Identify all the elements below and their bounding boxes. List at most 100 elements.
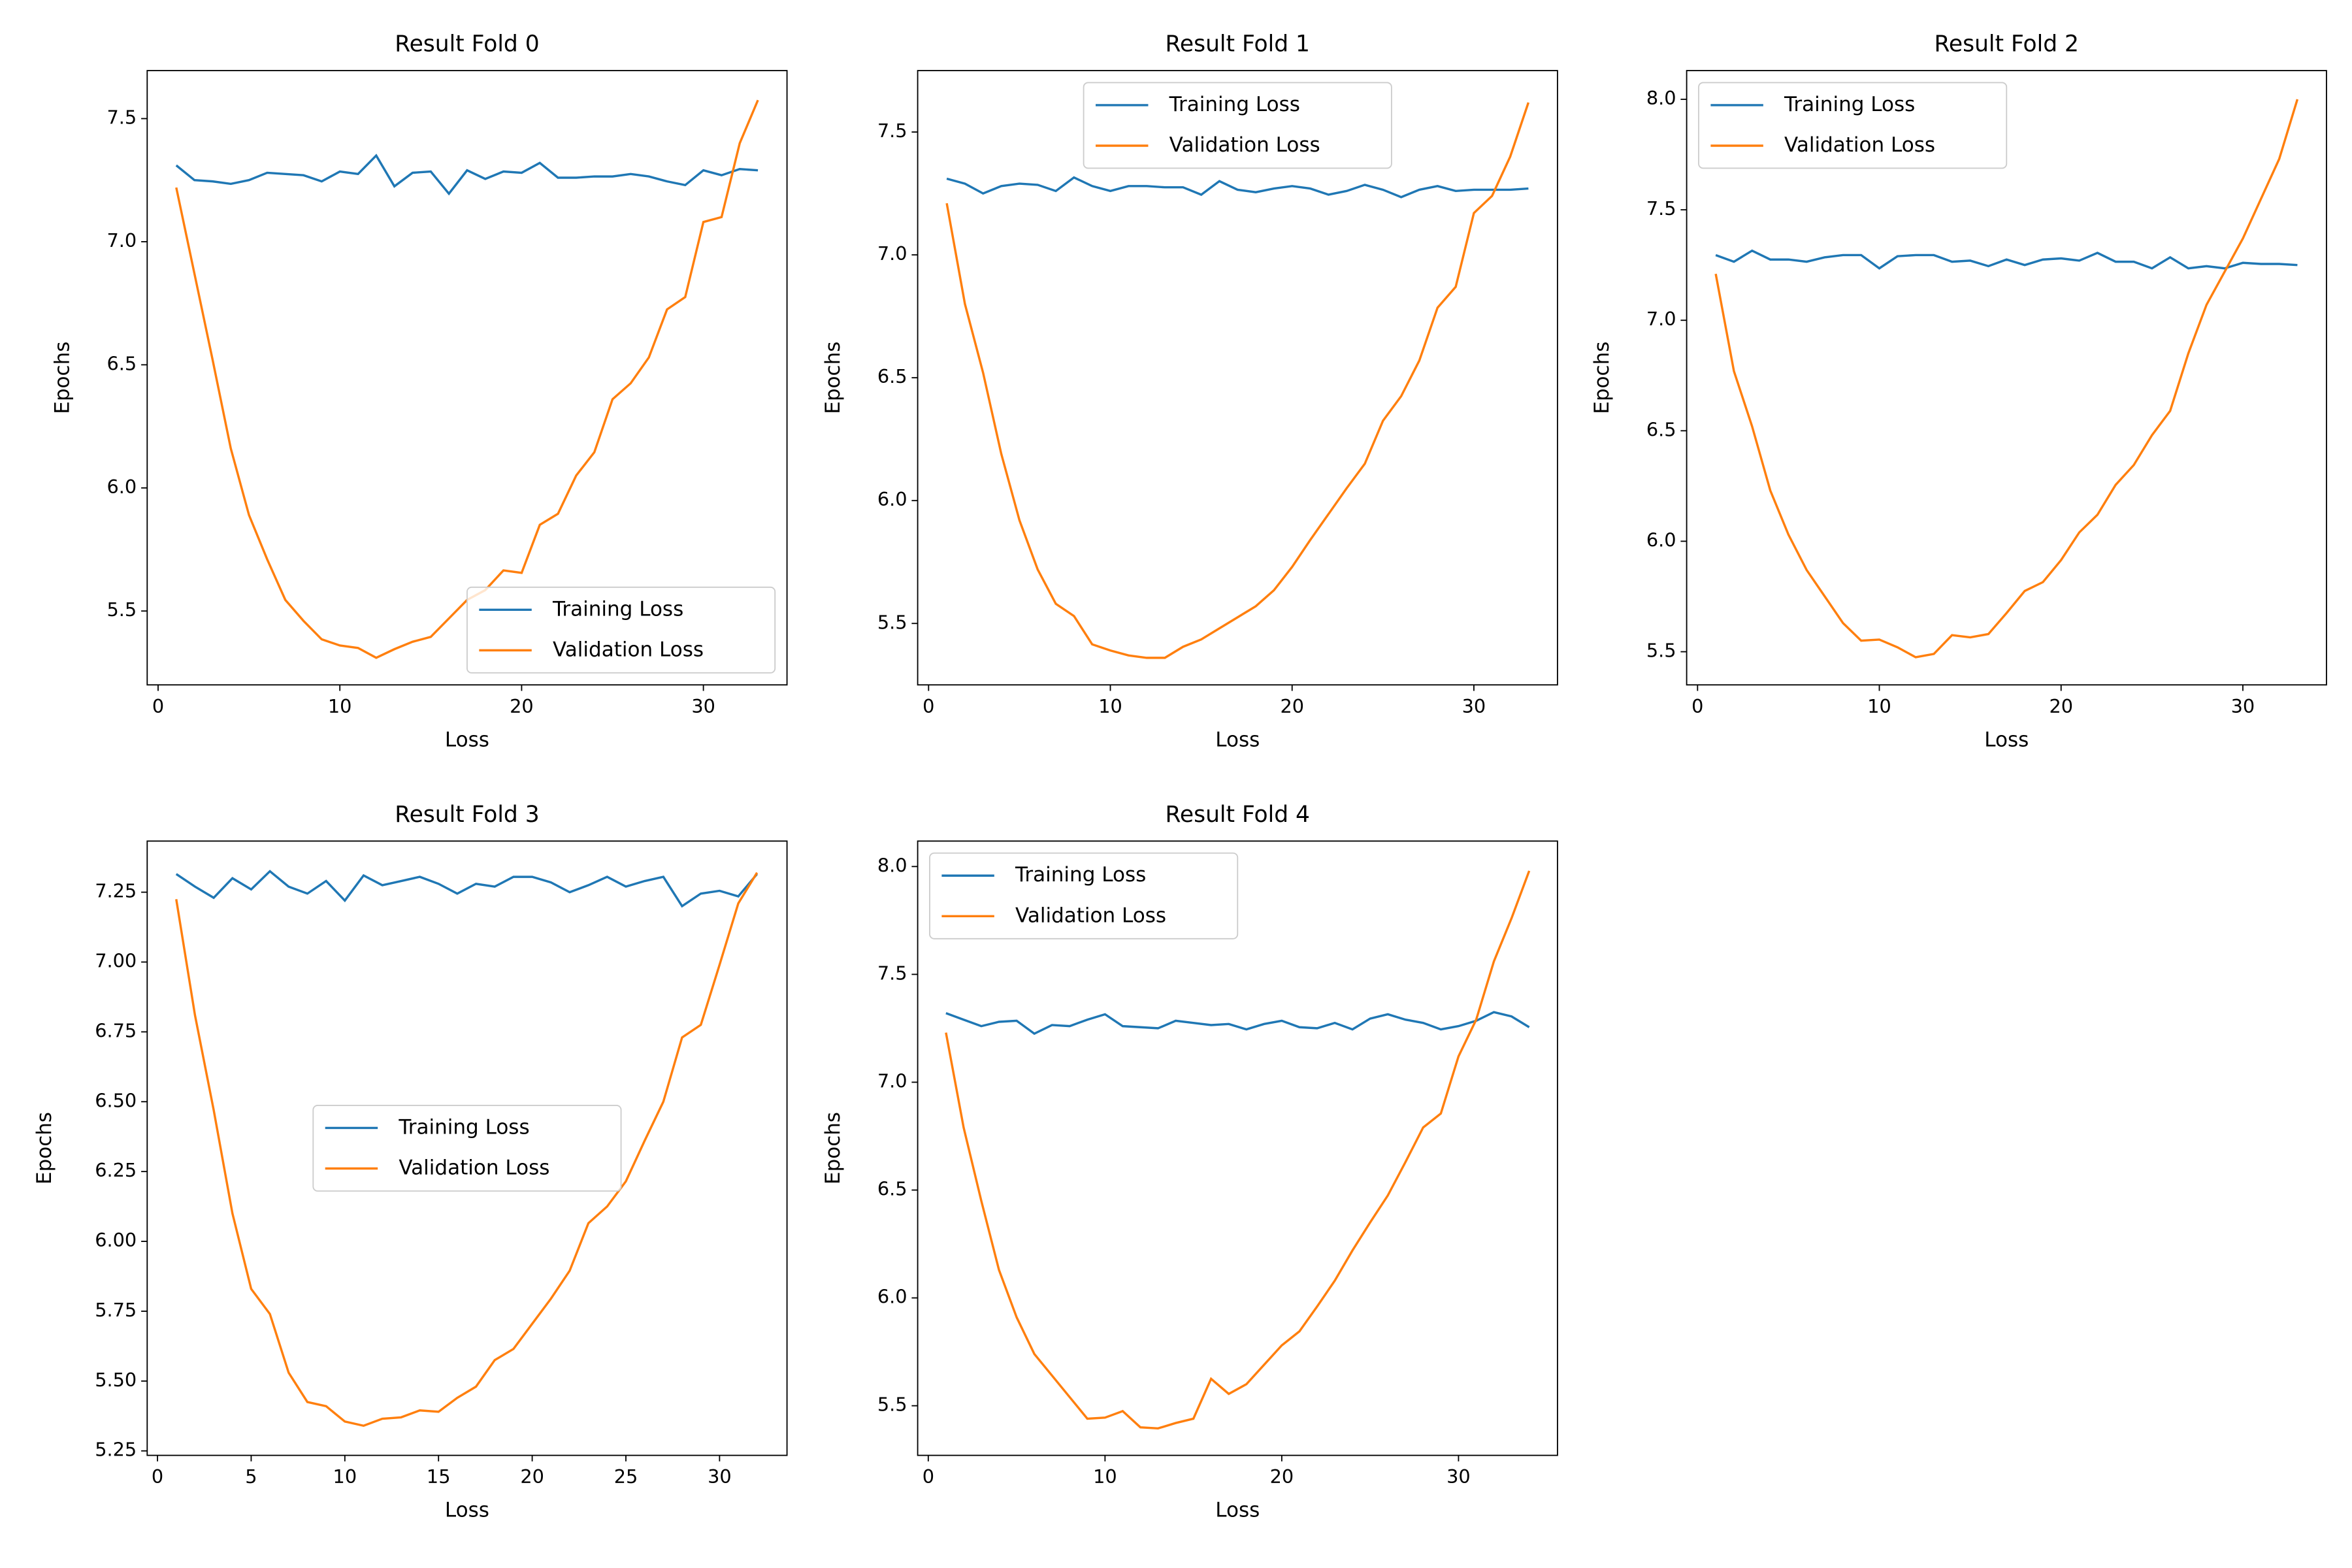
x-tick-label: 20 [1280, 695, 1304, 717]
legend-label: Validation Loss [1015, 904, 1166, 927]
x-tick-label: 0 [152, 695, 164, 717]
plot-frame [1686, 70, 2327, 686]
y-tick-label: 6.5 [107, 352, 137, 374]
y-tick-label: 5.50 [95, 1369, 137, 1391]
subplot: Result Fold 0 0 10 20 30 5.5 6.0 6.5 7.0 7.5 Loss E… [51, 31, 788, 751]
plot-frame [917, 70, 1558, 686]
y-tick-label: 5.5 [877, 611, 907, 633]
legend-box [929, 852, 1239, 939]
series-line [945, 870, 1531, 1430]
y-tick-label: 7.5 [877, 962, 907, 984]
legend: Training Loss Validation Loss [929, 852, 1239, 939]
y-tick-label: 5.75 [95, 1299, 137, 1321]
legend-label: Training Loss [1784, 93, 1915, 116]
y-tick-label: 6.0 [877, 488, 907, 510]
y-tick-label: 6.5 [877, 1178, 907, 1200]
y-tick-label: 6.5 [1646, 418, 1676, 440]
x-tick-label: 10 [328, 695, 352, 717]
legend-label: Training Loss [1169, 93, 1300, 116]
x-axis-label: Loss [445, 1499, 489, 1522]
x-tick-label: 10 [1867, 695, 1891, 717]
x-tick-label: 30 [2231, 695, 2255, 717]
plot-frame [917, 840, 1558, 1456]
y-tick-label: 5.5 [107, 598, 137, 621]
y-tick-label: 7.0 [877, 1070, 907, 1092]
legend-box [1083, 82, 1392, 169]
y-tick-label: 6.0 [107, 476, 137, 498]
series-line [1715, 249, 2298, 270]
series-line [175, 154, 759, 196]
subplot-title: Result Fold 0 [395, 31, 540, 57]
x-tick-label: 30 [1446, 1465, 1471, 1488]
x-tick-label: 0 [923, 695, 934, 717]
y-tick-label: 6.00 [95, 1229, 137, 1251]
subplot-title: Result Fold 1 [1166, 31, 1311, 57]
y-tick-label: 8.0 [1646, 87, 1676, 109]
subplot-title: Result Fold 2 [1935, 31, 2080, 57]
legend-label: Training Loss [552, 597, 683, 621]
x-tick-label: 10 [333, 1465, 357, 1488]
legend-label: Validation Loss [399, 1156, 549, 1180]
x-tick-label: 30 [1462, 695, 1486, 717]
legend-box [1698, 82, 2008, 169]
y-tick-label: 7.0 [877, 242, 907, 265]
x-tick-label: 10 [1093, 1465, 1117, 1488]
x-tick-label: 0 [152, 1465, 163, 1488]
x-tick-label: 15 [427, 1465, 451, 1488]
series-line [946, 176, 1529, 199]
y-tick-label: 5.5 [877, 1394, 907, 1416]
y-tick-label: 7.00 [95, 949, 137, 972]
series-line [175, 872, 759, 1428]
y-tick-label: 7.5 [107, 106, 137, 129]
y-tick-label: 6.50 [95, 1089, 137, 1111]
x-tick-label: 0 [1691, 695, 1703, 717]
legend-box [312, 1105, 622, 1192]
y-tick-label: 7.25 [95, 880, 137, 902]
y-tick-label: 6.0 [877, 1286, 907, 1308]
subplot-title: Result Fold 3 [395, 802, 540, 828]
subplot: Result Fold 2 0 10 20 30 5.5 6.0 6.5 7.0 7.5 8.0 Lo… [1590, 31, 2327, 751]
y-tick-label: 7.5 [1646, 197, 1676, 220]
y-tick-label: 6.25 [95, 1159, 137, 1181]
legend: Training Loss Validation Loss [466, 586, 776, 674]
legend: Training Loss Validation Loss [1698, 82, 2008, 169]
legend: Training Loss Validation Loss [312, 1105, 622, 1192]
y-tick-label: 8.0 [877, 854, 907, 876]
legend-box [466, 586, 776, 674]
legend-label: Training Loss [1015, 863, 1146, 887]
x-tick-label: 10 [1098, 695, 1122, 717]
y-tick-label: 6.75 [95, 1019, 137, 1041]
x-axis-label: Loss [1984, 728, 2029, 751]
y-axis-label: Epochs [51, 342, 74, 414]
x-axis-label: Loss [1215, 728, 1260, 751]
y-tick-label: 6.5 [877, 365, 907, 387]
y-tick-label: 5.25 [95, 1439, 137, 1461]
x-tick-label: 20 [1270, 1465, 1294, 1488]
x-axis-label: Loss [1215, 1499, 1260, 1522]
y-tick-label: 7.0 [107, 229, 137, 252]
subplot: Result Fold 1 0 10 20 30 5.5 6.0 6.5 7.0 7.5 Loss E… [821, 31, 1558, 751]
series-line [1714, 99, 2299, 659]
x-tick-label: 20 [510, 695, 534, 717]
x-tick-label: 5 [245, 1465, 257, 1488]
x-tick-label: 20 [2049, 695, 2073, 717]
y-axis-label: Epochs [33, 1112, 56, 1184]
legend-label: Training Loss [398, 1115, 529, 1139]
x-tick-label: 25 [614, 1465, 638, 1488]
x-tick-label: 20 [520, 1465, 544, 1488]
x-axis-label: Loss [445, 728, 489, 751]
legend-label: Validation Loss [1784, 133, 1935, 157]
series-line [175, 870, 759, 908]
subplot-title: Result Fold 4 [1166, 802, 1311, 828]
plot-frame [146, 840, 788, 1456]
plot-frame [146, 70, 788, 686]
legend: Training Loss Validation Loss [1083, 82, 1392, 169]
series-line [945, 102, 1530, 659]
y-tick-label: 7.5 [877, 120, 907, 142]
legend-label: Validation Loss [553, 638, 704, 661]
x-tick-label: 30 [708, 1465, 732, 1488]
y-axis-label: Epochs [821, 1112, 845, 1184]
